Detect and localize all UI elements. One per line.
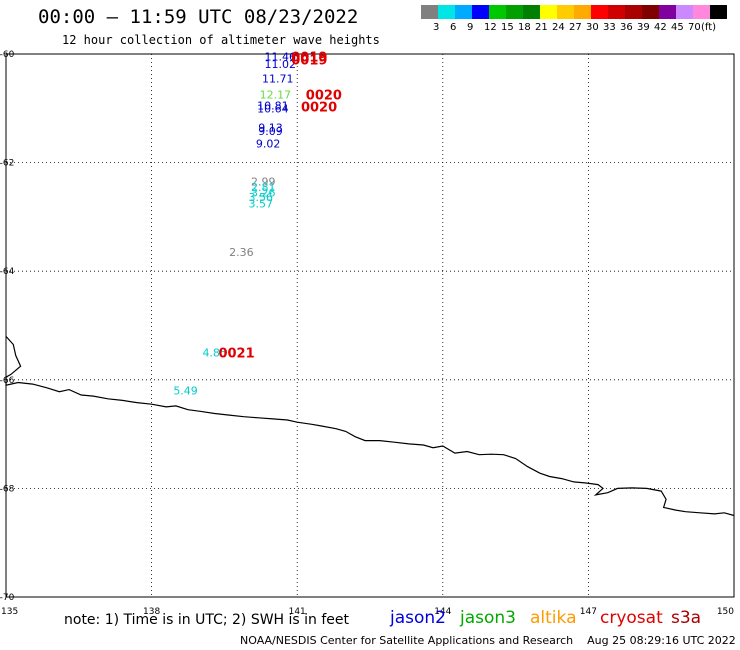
- legend-swatch: [421, 5, 438, 19]
- legend-swatch: [642, 5, 659, 19]
- swh-value: 3.56: [249, 191, 274, 204]
- legend-swatch: [591, 5, 608, 19]
- swh-value: 9.13: [258, 121, 283, 134]
- swh-value: 11.02: [264, 58, 296, 71]
- pass-time-label: 0020: [301, 101, 337, 116]
- chart-title: 00:00 – 11:59 UTC 08/23/2022: [38, 6, 359, 28]
- legend-swatch: [506, 5, 523, 19]
- swh-value: 5.49: [173, 385, 198, 398]
- swh-value: 4.85: [202, 347, 227, 360]
- footnote: note: 1) Time is in UTC; 2) SWH is in fe…: [64, 612, 350, 628]
- swh-value: 10.81: [257, 100, 289, 113]
- map-frame: [5, 53, 735, 598]
- lat-tick-label: -64: [0, 267, 15, 277]
- pass-time-label: 0019: [291, 53, 327, 68]
- legend-swatch: [557, 5, 574, 19]
- map-axes: -60 -62 -64 -66 -68 -70 135 138 141 144 147 150: [0, 50, 734, 617]
- legend-label: 24: [552, 22, 565, 33]
- legend-label: 12: [484, 22, 497, 33]
- legend-swatch: [659, 5, 676, 19]
- legend-swatch: [693, 5, 710, 19]
- lat-tick-label: -60: [0, 50, 15, 60]
- legend-swatch: [438, 5, 455, 19]
- satellite-name: s3a: [671, 608, 702, 628]
- legend-label: 42: [654, 22, 667, 33]
- legend-swatch: [455, 5, 472, 19]
- lon-tick-label: 135: [1, 607, 18, 617]
- legend-label: 18: [518, 22, 531, 33]
- swh-value: 11.46: [264, 51, 296, 64]
- swh-value: 11.71: [262, 72, 294, 85]
- legend-label: 70: [688, 22, 701, 33]
- legend-swatch: [676, 5, 693, 19]
- legend-swatch: [710, 5, 727, 19]
- lon-tick-label: 144: [434, 607, 451, 617]
- lon-tick-label: 141: [289, 607, 306, 617]
- swh-value: 10.64: [257, 102, 289, 115]
- legend-label: 39: [637, 22, 650, 33]
- legend-label: 21: [535, 22, 548, 33]
- legend-swatch: [608, 5, 625, 19]
- lon-tick-label: 150: [717, 607, 734, 617]
- legend-label: 45: [671, 22, 684, 33]
- swh-value: 12.17: [260, 89, 292, 102]
- swh-value: 3.26: [251, 186, 276, 199]
- chart-subtitle: 12 hour collection of altimeter wave hei…: [62, 33, 380, 47]
- legend-label: (ft): [701, 22, 717, 33]
- swh-value: 2.36: [229, 246, 254, 259]
- pass-time-label: 0021: [218, 347, 254, 362]
- legend-label: 33: [603, 22, 616, 33]
- satellite-name: altika: [530, 608, 577, 628]
- pass-time-label: 0019: [291, 51, 327, 66]
- lat-tick-label: -66: [0, 376, 15, 386]
- swh-value: 2.81: [251, 181, 276, 194]
- legend-swatch: [523, 5, 540, 19]
- swh-value: 9.02: [256, 138, 281, 151]
- satellite-name: jason2: [390, 608, 446, 628]
- lat-tick-label: -70: [0, 593, 15, 603]
- legend-label: 36: [620, 22, 633, 33]
- legend-label: 15: [501, 22, 514, 33]
- map-grid: [6, 54, 734, 597]
- swh-value: 3.57: [249, 197, 274, 210]
- swh-value: 9.09: [258, 125, 283, 138]
- coastline: [5, 335, 735, 517]
- legend-swatch: [540, 5, 557, 19]
- lon-tick-label: 138: [143, 607, 160, 617]
- lon-tick-label: 147: [580, 607, 597, 617]
- lat-tick-label: -62: [0, 159, 14, 169]
- legend-label: 30: [586, 22, 599, 33]
- legend-label: 9: [467, 22, 474, 33]
- satellite-name: jason3: [460, 608, 516, 628]
- legend-label: 3: [433, 22, 440, 33]
- pass-time-label: 0020: [306, 89, 342, 104]
- lat-tick-label: -68: [0, 484, 15, 494]
- legend-swatch: [489, 5, 506, 19]
- satellite-name: cryosat: [600, 608, 663, 628]
- credit-line: NOAA/NESDIS Center for Satellite Applica…: [240, 634, 736, 647]
- swh-value: 2.99: [251, 176, 276, 189]
- legend-swatch: [574, 5, 591, 19]
- legend-label: 27: [569, 22, 582, 33]
- legend-label: 6: [450, 22, 457, 33]
- legend-swatch: [625, 5, 642, 19]
- legend-swatch: [472, 5, 489, 19]
